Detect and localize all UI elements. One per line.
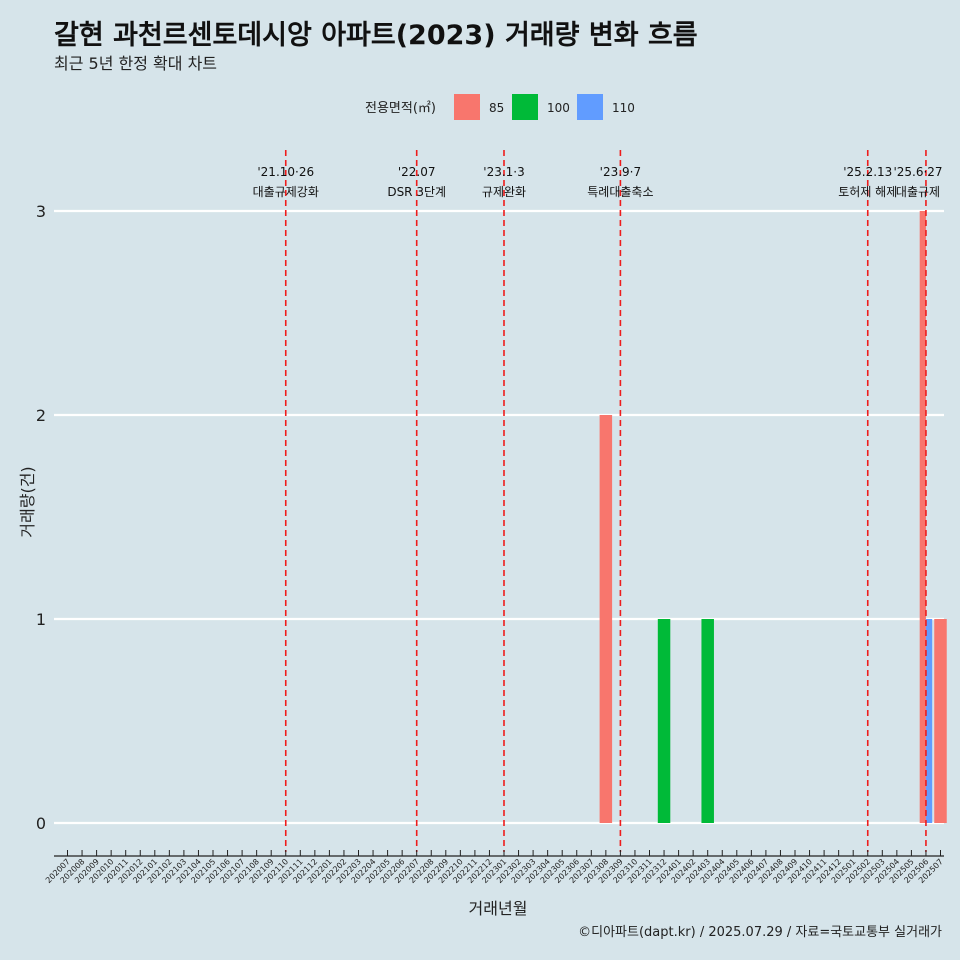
legend-label-100: 100 [547, 101, 570, 115]
y-tick-3: 3 [36, 202, 46, 221]
bar-202308-85 [599, 415, 613, 823]
event-label-202309: 특례대출축소 [587, 185, 653, 199]
event-label-202207: DSR 3단계 [387, 185, 446, 199]
chart-title: 갈현 과천르센토데시앙 아파트(2023) 거래량 변화 흐름 [54, 20, 698, 51]
legend-key-85 [454, 94, 480, 120]
gridlines [54, 209, 944, 825]
bar-202506-110 [925, 619, 933, 823]
bar-202506-85 [919, 211, 926, 823]
y-axis-label: 거래량(건) [18, 466, 37, 537]
y-tick-0: 0 [36, 814, 46, 833]
caption: ©디아파트(dapt.kr) / 2025.07.29 / 자료=국토교통부 실… [578, 925, 942, 940]
event-label-202301: 규제완화 [482, 185, 526, 199]
event-date-202506: '25.6·27 [893, 165, 942, 179]
x-axis: 2020072020082020092020102020112020122021… [44, 850, 945, 885]
y-tick-labels: 0 1 2 3 [36, 202, 46, 833]
bar-202403-100 [701, 619, 714, 823]
bars [599, 211, 947, 823]
event-date-202309: '23.9·7 [600, 165, 641, 179]
event-date-202110: '21.10·26 [257, 165, 314, 179]
y-tick-1: 1 [36, 610, 46, 629]
event-label-202506: 대출규제 [896, 185, 940, 199]
y-tick-2: 2 [36, 406, 46, 425]
event-date-202502: '25.2.13 [843, 165, 892, 179]
annotations: '21.10·26 대출규제강화 '22.07 DSR 3단계 '23.1·3 규제완화 '… [253, 150, 943, 852]
event-label-202110: 대출규제강화 [253, 185, 319, 199]
x-axis-label: 거래년월 [469, 899, 528, 918]
legend-label-85: 85 [489, 101, 504, 115]
event-date-202301: '23.1·3 [483, 165, 524, 179]
legend-key-110 [577, 94, 603, 120]
legend-title: 전용면적(㎡) [365, 101, 436, 116]
legend-key-100 [512, 94, 538, 120]
bar-202507-85 [934, 619, 947, 823]
chart-subtitle: 최근 5년 한정 확대 차트 [54, 54, 217, 73]
event-label-202502: 토허제 해제 [838, 185, 897, 199]
bar-202312-100 [657, 619, 671, 823]
event-date-202207: '22.07 [398, 165, 436, 179]
legend: 전용면적(㎡) 85 100 110 [365, 94, 635, 120]
legend-label-110: 110 [612, 101, 635, 115]
